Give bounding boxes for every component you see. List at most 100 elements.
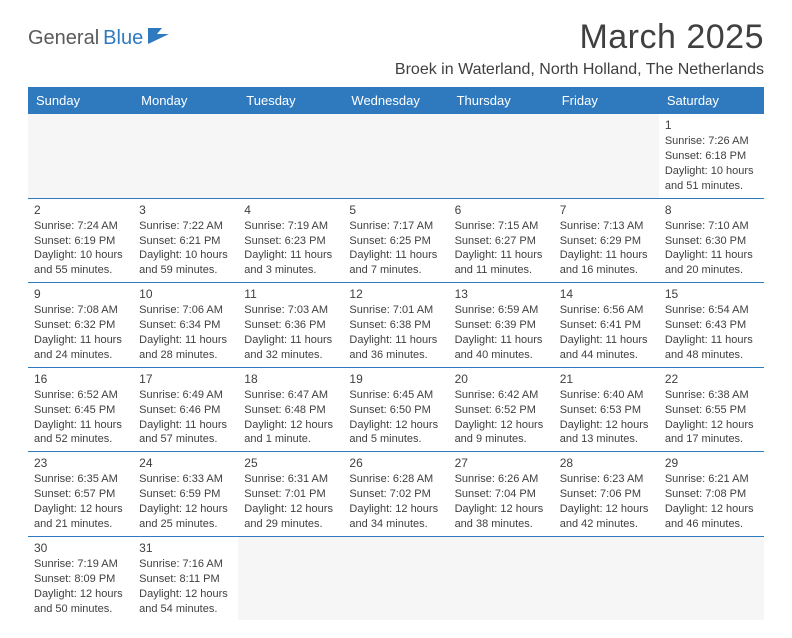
sunset-line: Sunset: 7:04 PM (455, 487, 548, 502)
daylight-line: Daylight: 12 hours and 5 minutes. (349, 418, 442, 448)
day-number: 28 (560, 455, 653, 471)
flag-icon (147, 26, 173, 51)
sunset-line: Sunset: 7:06 PM (560, 487, 653, 502)
day-number: 1 (665, 117, 758, 133)
day-number: 3 (139, 202, 232, 218)
day-number: 15 (665, 286, 758, 302)
weekday-header: Saturday (659, 87, 764, 114)
calendar-cell: 7Sunrise: 7:13 AMSunset: 6:29 PMDaylight… (554, 198, 659, 283)
day-number: 7 (560, 202, 653, 218)
daylight-line: Daylight: 12 hours and 25 minutes. (139, 502, 232, 532)
calendar-cell: 6Sunrise: 7:15 AMSunset: 6:27 PMDaylight… (449, 198, 554, 283)
sunrise-line: Sunrise: 6:52 AM (34, 388, 127, 403)
daylight-line: Daylight: 12 hours and 46 minutes. (665, 502, 758, 532)
sunrise-line: Sunrise: 6:26 AM (455, 472, 548, 487)
calendar-cell (238, 536, 343, 620)
weekday-header-row: Sunday Monday Tuesday Wednesday Thursday… (28, 87, 764, 114)
daylight-line: Daylight: 11 hours and 16 minutes. (560, 248, 653, 278)
calendar-cell: 5Sunrise: 7:17 AMSunset: 6:25 PMDaylight… (343, 198, 448, 283)
sunset-line: Sunset: 6:18 PM (665, 149, 758, 164)
sunrise-line: Sunrise: 7:17 AM (349, 219, 442, 234)
day-number: 17 (139, 371, 232, 387)
day-number: 4 (244, 202, 337, 218)
sunrise-line: Sunrise: 6:49 AM (139, 388, 232, 403)
day-number: 30 (34, 540, 127, 556)
calendar-table: Sunday Monday Tuesday Wednesday Thursday… (28, 87, 764, 620)
sunset-line: Sunset: 6:57 PM (34, 487, 127, 502)
day-number: 14 (560, 286, 653, 302)
day-number: 2 (34, 202, 127, 218)
sunrise-line: Sunrise: 6:40 AM (560, 388, 653, 403)
calendar-cell (449, 114, 554, 198)
title-block: March 2025 Broek in Waterland, North Hol… (395, 18, 764, 79)
calendar-cell: 20Sunrise: 6:42 AMSunset: 6:52 PMDayligh… (449, 367, 554, 452)
sunrise-line: Sunrise: 6:33 AM (139, 472, 232, 487)
day-number: 5 (349, 202, 442, 218)
day-number: 20 (455, 371, 548, 387)
calendar-cell: 4Sunrise: 7:19 AMSunset: 6:23 PMDaylight… (238, 198, 343, 283)
sunrise-line: Sunrise: 6:45 AM (349, 388, 442, 403)
daylight-line: Daylight: 11 hours and 32 minutes. (244, 333, 337, 363)
calendar-cell: 2Sunrise: 7:24 AMSunset: 6:19 PMDaylight… (28, 198, 133, 283)
sunrise-line: Sunrise: 7:15 AM (455, 219, 548, 234)
calendar-cell: 26Sunrise: 6:28 AMSunset: 7:02 PMDayligh… (343, 452, 448, 537)
calendar-cell: 19Sunrise: 6:45 AMSunset: 6:50 PMDayligh… (343, 367, 448, 452)
sunrise-line: Sunrise: 6:54 AM (665, 303, 758, 318)
calendar-cell: 30Sunrise: 7:19 AMSunset: 8:09 PMDayligh… (28, 536, 133, 620)
sunset-line: Sunset: 6:27 PM (455, 234, 548, 249)
sunset-line: Sunset: 6:29 PM (560, 234, 653, 249)
calendar-cell: 8Sunrise: 7:10 AMSunset: 6:30 PMDaylight… (659, 198, 764, 283)
sunrise-line: Sunrise: 6:47 AM (244, 388, 337, 403)
daylight-line: Daylight: 11 hours and 36 minutes. (349, 333, 442, 363)
calendar-cell (659, 536, 764, 620)
weekday-header: Tuesday (238, 87, 343, 114)
weekday-header: Friday (554, 87, 659, 114)
calendar-cell: 21Sunrise: 6:40 AMSunset: 6:53 PMDayligh… (554, 367, 659, 452)
calendar-cell: 3Sunrise: 7:22 AMSunset: 6:21 PMDaylight… (133, 198, 238, 283)
daylight-line: Daylight: 10 hours and 59 minutes. (139, 248, 232, 278)
calendar-cell: 23Sunrise: 6:35 AMSunset: 6:57 PMDayligh… (28, 452, 133, 537)
sunrise-line: Sunrise: 7:16 AM (139, 557, 232, 572)
daylight-line: Daylight: 11 hours and 44 minutes. (560, 333, 653, 363)
calendar-cell: 11Sunrise: 7:03 AMSunset: 6:36 PMDayligh… (238, 283, 343, 368)
location-text: Broek in Waterland, North Holland, The N… (395, 61, 764, 79)
sunset-line: Sunset: 6:23 PM (244, 234, 337, 249)
day-number: 29 (665, 455, 758, 471)
calendar-cell (343, 536, 448, 620)
sunrise-line: Sunrise: 6:59 AM (455, 303, 548, 318)
calendar-cell: 13Sunrise: 6:59 AMSunset: 6:39 PMDayligh… (449, 283, 554, 368)
sunset-line: Sunset: 6:21 PM (139, 234, 232, 249)
sunset-line: Sunset: 6:48 PM (244, 403, 337, 418)
sunrise-line: Sunrise: 7:08 AM (34, 303, 127, 318)
calendar-cell (133, 114, 238, 198)
daylight-line: Daylight: 12 hours and 38 minutes. (455, 502, 548, 532)
day-number: 10 (139, 286, 232, 302)
sunset-line: Sunset: 6:46 PM (139, 403, 232, 418)
day-number: 26 (349, 455, 442, 471)
sunset-line: Sunset: 6:19 PM (34, 234, 127, 249)
sunrise-line: Sunrise: 6:31 AM (244, 472, 337, 487)
calendar-row: 23Sunrise: 6:35 AMSunset: 6:57 PMDayligh… (28, 452, 764, 537)
weekday-header: Thursday (449, 87, 554, 114)
sunrise-line: Sunrise: 7:22 AM (139, 219, 232, 234)
daylight-line: Daylight: 11 hours and 28 minutes. (139, 333, 232, 363)
sunrise-line: Sunrise: 7:03 AM (244, 303, 337, 318)
daylight-line: Daylight: 11 hours and 11 minutes. (455, 248, 548, 278)
sunrise-line: Sunrise: 6:38 AM (665, 388, 758, 403)
month-title: March 2025 (395, 18, 764, 57)
calendar-cell: 29Sunrise: 6:21 AMSunset: 7:08 PMDayligh… (659, 452, 764, 537)
sunrise-line: Sunrise: 6:35 AM (34, 472, 127, 487)
calendar-cell: 10Sunrise: 7:06 AMSunset: 6:34 PMDayligh… (133, 283, 238, 368)
day-number: 25 (244, 455, 337, 471)
calendar-cell: 17Sunrise: 6:49 AMSunset: 6:46 PMDayligh… (133, 367, 238, 452)
logo: GeneralBlue (28, 26, 173, 51)
day-number: 16 (34, 371, 127, 387)
sunset-line: Sunset: 6:53 PM (560, 403, 653, 418)
day-number: 9 (34, 286, 127, 302)
sunset-line: Sunset: 6:38 PM (349, 318, 442, 333)
weekday-header: Monday (133, 87, 238, 114)
logo-text-blue: Blue (103, 27, 143, 50)
sunset-line: Sunset: 6:36 PM (244, 318, 337, 333)
sunset-line: Sunset: 6:45 PM (34, 403, 127, 418)
sunset-line: Sunset: 7:08 PM (665, 487, 758, 502)
